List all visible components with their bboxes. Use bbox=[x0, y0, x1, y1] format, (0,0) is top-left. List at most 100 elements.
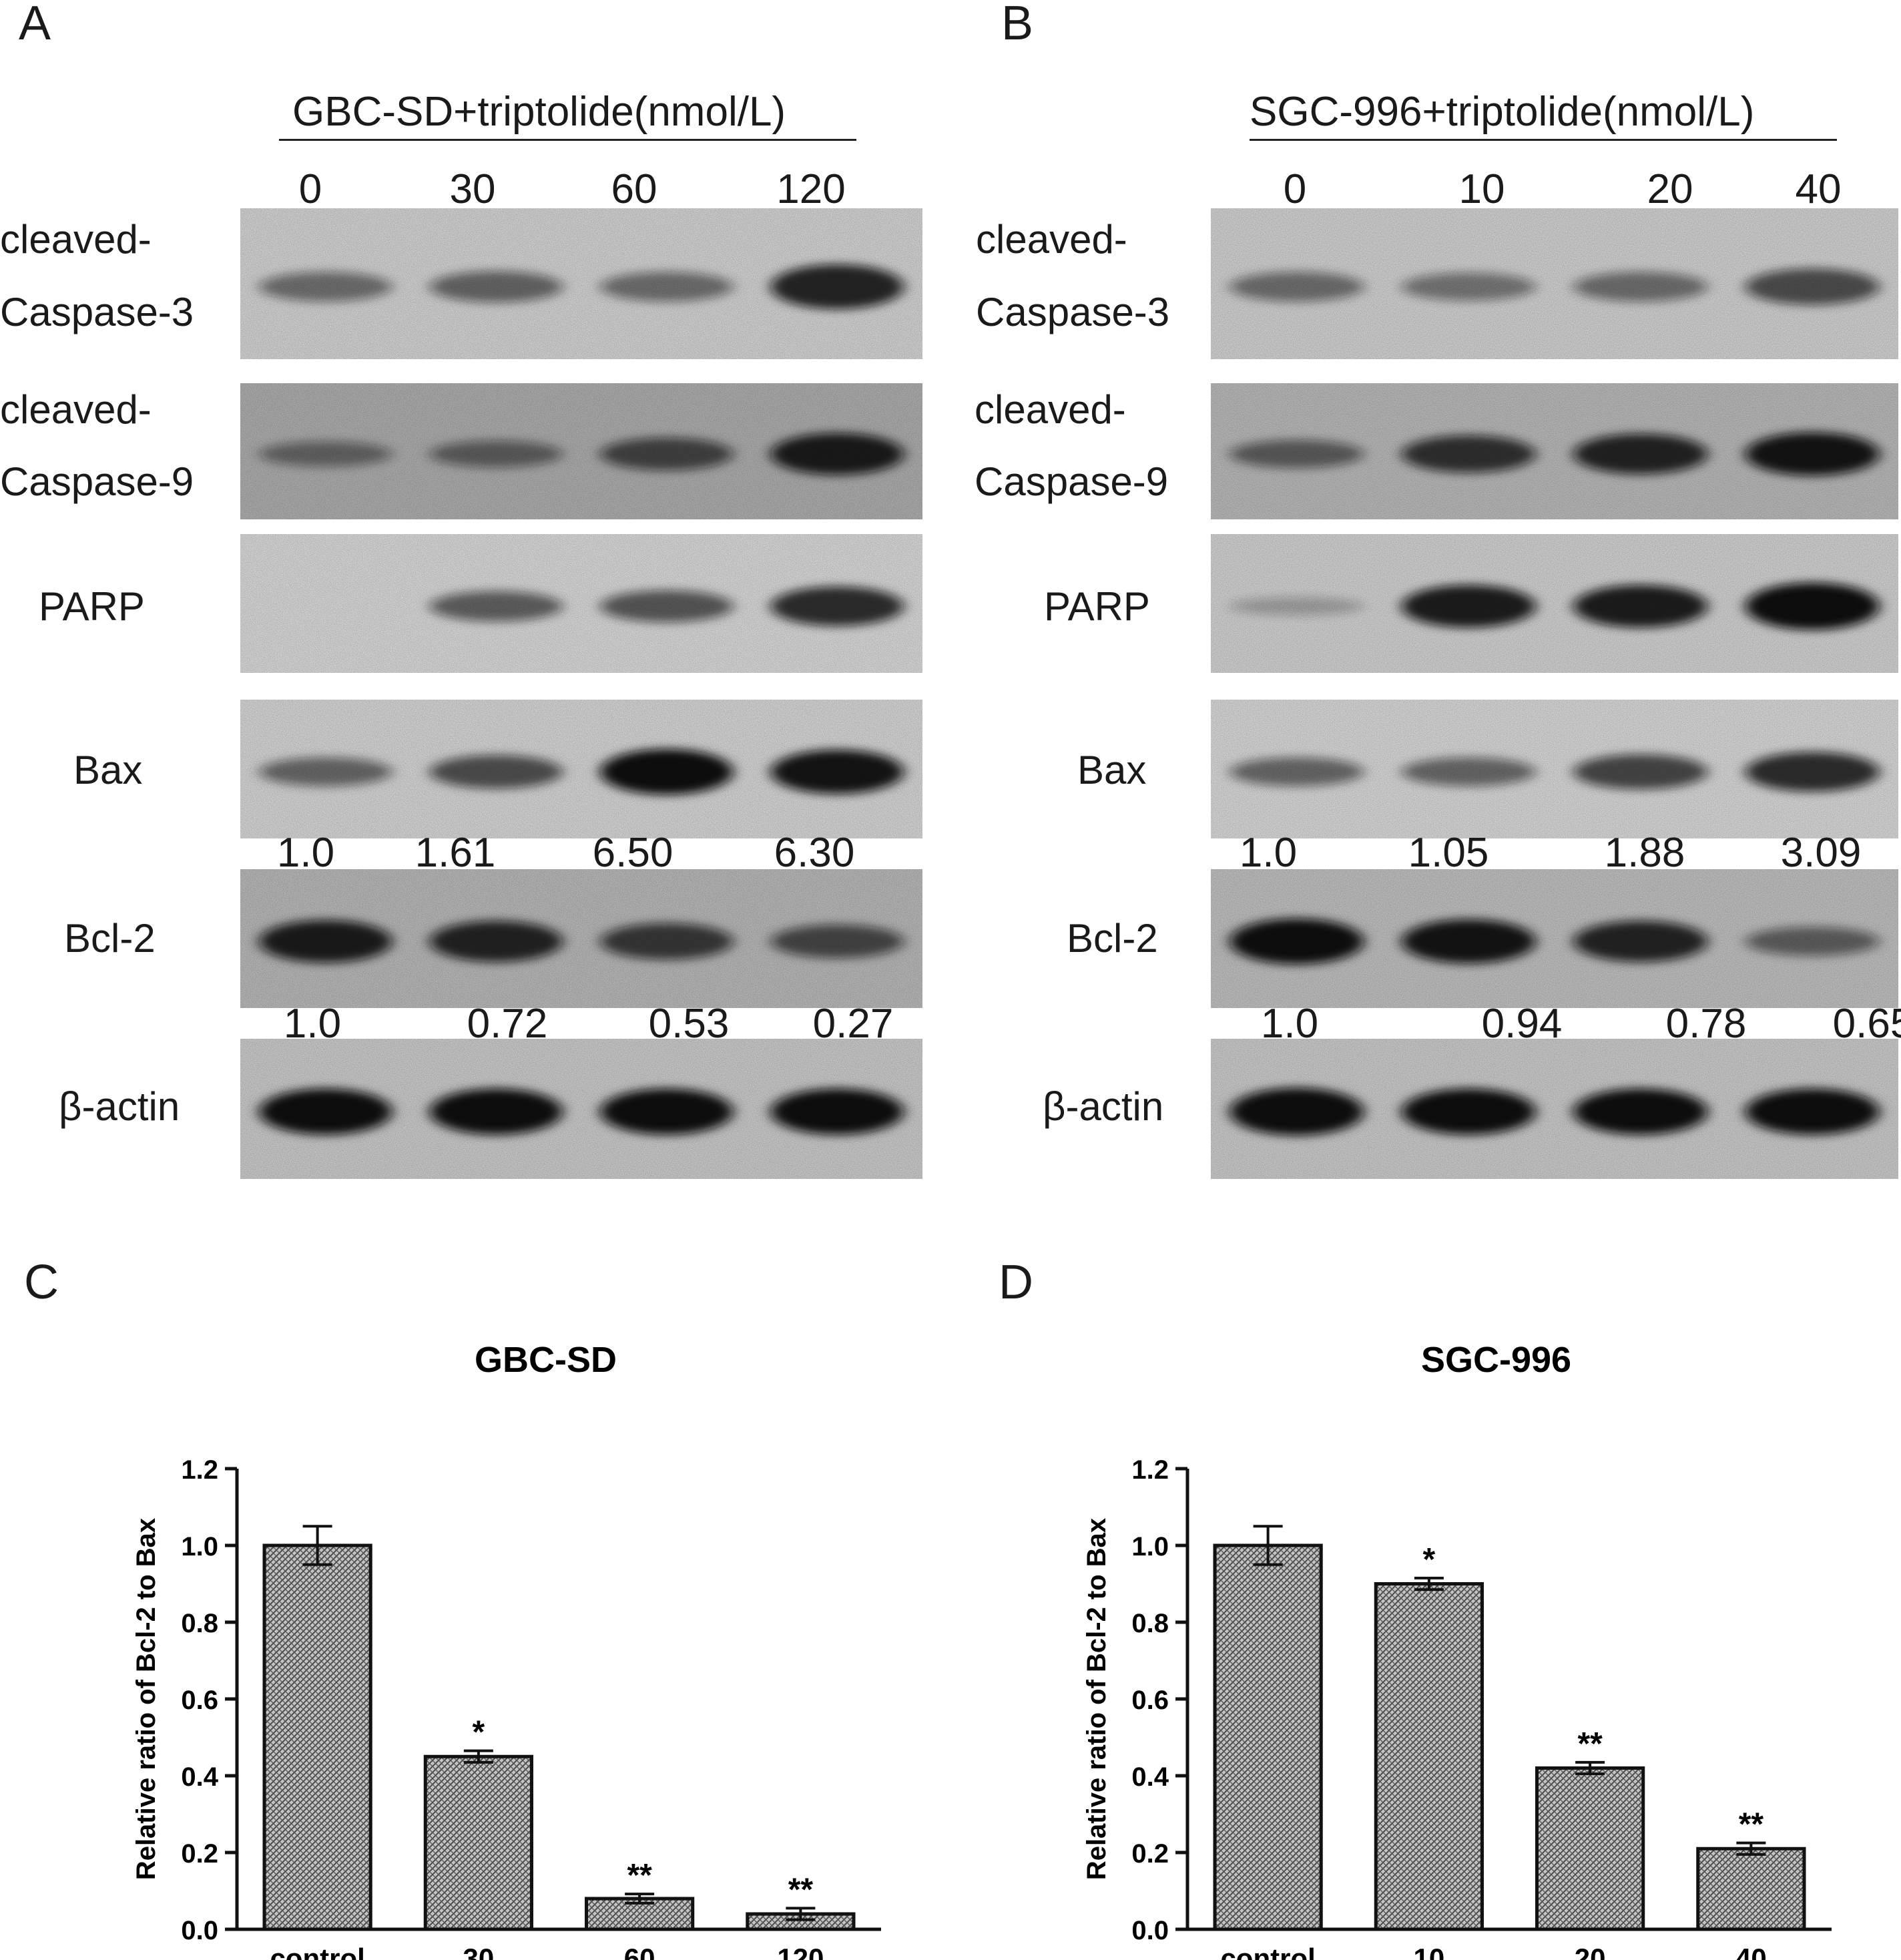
blot-band bbox=[259, 1088, 392, 1135]
blot-band bbox=[1230, 918, 1364, 965]
lane-label: 30 bbox=[449, 166, 496, 212]
blot-beta-actin bbox=[1211, 1039, 1898, 1179]
blot-band bbox=[1401, 272, 1536, 301]
bax-ratio: 1.0 bbox=[276, 830, 335, 876]
blot-band bbox=[1573, 433, 1708, 475]
x-tick-label: 30 bbox=[463, 1943, 495, 1960]
blot-band bbox=[1573, 1088, 1708, 1135]
blot-band bbox=[1230, 439, 1364, 469]
blot-band bbox=[1230, 1087, 1364, 1136]
blot-band bbox=[1401, 585, 1536, 628]
blot-band bbox=[1745, 927, 1880, 956]
y-tick-label: 0.0 bbox=[1131, 1916, 1169, 1945]
blot-band bbox=[259, 920, 392, 963]
bax-ratio: 6.50 bbox=[592, 830, 673, 876]
blot-band bbox=[770, 433, 904, 475]
blot-band bbox=[1745, 432, 1880, 476]
blot-band bbox=[259, 441, 392, 467]
row-label-beta-actin: β-actin bbox=[59, 1084, 180, 1129]
blot-band bbox=[1573, 272, 1708, 302]
panel-a-header-rule bbox=[279, 139, 856, 141]
bcl-2-ratio: 0.78 bbox=[1665, 1001, 1747, 1047]
bax-ratio: 1.05 bbox=[1408, 830, 1489, 876]
blot-band bbox=[429, 271, 563, 303]
x-tick-label: 20 bbox=[1575, 1943, 1606, 1960]
blot-bcl-2 bbox=[240, 869, 922, 1008]
panel-letter-c: C bbox=[24, 1256, 59, 1309]
row-label-cleaved-caspase-9-line2: Caspase-9 bbox=[975, 459, 1169, 504]
blot-band bbox=[1573, 585, 1708, 628]
bar bbox=[1696, 1847, 1806, 1931]
y-axis-label: Relative ratio of Bcl-2 to Bax bbox=[131, 1518, 161, 1880]
row-label-bax: Bax bbox=[1077, 748, 1147, 792]
lane-label: 0 bbox=[298, 166, 322, 212]
lane-label: 0 bbox=[1283, 166, 1307, 212]
significance-label: ** bbox=[1577, 1726, 1603, 1762]
bcl-2-ratio: 0.65 bbox=[1832, 1001, 1901, 1047]
panel-b-header-rule bbox=[1250, 139, 1837, 141]
blot-bax bbox=[240, 700, 922, 838]
blot-band bbox=[1230, 272, 1364, 302]
x-tick-label: 120 bbox=[777, 1943, 824, 1960]
blot-band bbox=[259, 272, 392, 302]
row-label-beta-actin: β-actin bbox=[1043, 1084, 1164, 1129]
y-tick-label: 0.4 bbox=[1131, 1762, 1169, 1792]
lane-label: 40 bbox=[1795, 166, 1842, 212]
chart-title: GBC-SD bbox=[475, 1340, 617, 1380]
blot-bcl-2 bbox=[1211, 869, 1898, 1008]
bar bbox=[1213, 1543, 1323, 1931]
bar-chart-gbc-sd: GBC-SD 0.0 0.2 0.4 0.6 0.8 1.0 1.2 Relative rati… bbox=[131, 1340, 881, 1960]
blot-cleaved-caspase-9 bbox=[240, 383, 922, 519]
blot-band bbox=[770, 1088, 904, 1135]
lane-label: 20 bbox=[1647, 166, 1693, 212]
y-tick-label: 0.4 bbox=[181, 1762, 218, 1792]
y-axis-label: Relative ratio of Bcl-2 to Bax bbox=[1082, 1518, 1111, 1880]
y-tick-label: 1.2 bbox=[1131, 1455, 1169, 1485]
bar bbox=[423, 1754, 533, 1931]
blot-band bbox=[600, 437, 734, 471]
blot-band bbox=[1401, 1088, 1536, 1135]
row-label-parp: PARP bbox=[1044, 584, 1150, 629]
blot-bax bbox=[1211, 700, 1898, 838]
y-tick-label: 0.6 bbox=[1131, 1686, 1169, 1715]
significance-label: ** bbox=[788, 1872, 814, 1907]
blot-band bbox=[429, 1088, 563, 1135]
bar-chart-sgc-996: SGC-996 0.0 0.2 0.4 0.6 0.8 1.0 1.2 Relative rat… bbox=[1082, 1340, 1832, 1960]
blot-band bbox=[1745, 1088, 1880, 1135]
bar bbox=[1535, 1766, 1645, 1931]
y-tick-label: 0.2 bbox=[181, 1839, 218, 1869]
bcl-2-ratio: 1.0 bbox=[283, 1001, 342, 1047]
row-label-parp: PARP bbox=[39, 584, 145, 629]
panel-letter-b: B bbox=[1001, 0, 1034, 50]
blot-band bbox=[770, 925, 904, 959]
blot-band bbox=[600, 272, 734, 302]
x-tick-label: 40 bbox=[1735, 1943, 1767, 1960]
row-label-cleaved-caspase-9-line1: cleaved- bbox=[0, 387, 152, 432]
row-label-bcl-2: Bcl-2 bbox=[64, 916, 156, 961]
bcl-2-ratio: 0.53 bbox=[648, 1001, 730, 1047]
blot-band bbox=[1230, 597, 1364, 616]
row-label-cleaved-caspase-9-line2: Caspase-9 bbox=[0, 459, 194, 504]
blot-band bbox=[1573, 921, 1708, 962]
bax-ratio: 3.09 bbox=[1780, 830, 1862, 876]
blot-parp bbox=[1211, 534, 1898, 673]
blot-band bbox=[429, 921, 563, 962]
y-tick-label: 1.0 bbox=[181, 1532, 218, 1561]
y-tick-label: 0.8 bbox=[181, 1609, 218, 1638]
bax-ratio: 6.30 bbox=[774, 830, 855, 876]
row-label-cleaved-caspase-3-line1: cleaved- bbox=[976, 217, 1127, 262]
blot-cleaved-caspase-3 bbox=[240, 208, 922, 359]
blot-band bbox=[1745, 582, 1880, 630]
significance-label: ** bbox=[627, 1858, 652, 1893]
lane-label: 60 bbox=[611, 166, 657, 212]
blot-cleaved-caspase-9 bbox=[1211, 383, 1898, 519]
blot-band bbox=[1745, 268, 1880, 305]
significance-label: * bbox=[1423, 1542, 1436, 1577]
row-label-cleaved-caspase-3-line2: Caspase-3 bbox=[976, 290, 1170, 334]
panel-b-header: SGC-996+triptolide(nmol/L) bbox=[1250, 89, 1755, 135]
bax-ratio: 1.0 bbox=[1239, 830, 1298, 876]
panel-letter-d: D bbox=[999, 1256, 1033, 1309]
x-tick-label: control bbox=[270, 1943, 364, 1960]
blot-band bbox=[1573, 754, 1708, 790]
row-label-cleaved-caspase-3-line2: Caspase-3 bbox=[0, 290, 194, 334]
